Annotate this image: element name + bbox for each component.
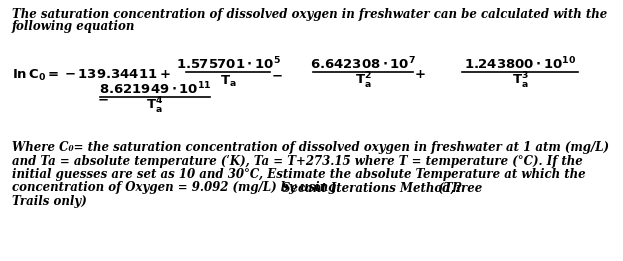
- Text: $\mathbf{In\,C_0 = -139.34411 +}$: $\mathbf{In\,C_0 = -139.34411 +}$: [12, 67, 171, 82]
- Text: $\mathbf{-}$: $\mathbf{-}$: [97, 92, 109, 105]
- Text: Secant Iterations Method,?: Secant Iterations Method,?: [282, 181, 462, 194]
- Text: (Three: (Three: [430, 181, 482, 194]
- Text: initial guesses are set as 10 and 30°C, Estimate the absolute Temperature at whi: initial guesses are set as 10 and 30°C, …: [12, 168, 586, 181]
- Text: Where C₀= the saturation concentration of dissolved oxygen in freshwater at 1 at: Where C₀= the saturation concentration o…: [12, 141, 609, 154]
- Text: $\mathbf{6.642308 \cdot 10^7}$: $\mathbf{6.642308 \cdot 10^7}$: [310, 56, 416, 72]
- Text: and Ta = absolute temperature (ʹK), Ta = T+273.15 where T = temperature (°C). If: and Ta = absolute temperature (ʹK), Ta =…: [12, 155, 583, 168]
- Text: concentration of Oxygen = 9.092 (mg/L) by using: concentration of Oxygen = 9.092 (mg/L) b…: [12, 181, 341, 194]
- Text: $\mathbf{T_a^3}$: $\mathbf{T_a^3}$: [511, 71, 528, 91]
- Text: $\mathbf{T_a}$: $\mathbf{T_a}$: [220, 73, 236, 88]
- Text: $\mathbf{1.575701 \cdot 10^5}$: $\mathbf{1.575701 \cdot 10^5}$: [176, 56, 280, 72]
- Text: $\mathbf{T_a^4}$: $\mathbf{T_a^4}$: [146, 96, 164, 116]
- Text: Trails only): Trails only): [12, 195, 87, 208]
- Text: $\mathbf{1.243800 \cdot 10^{10}}$: $\mathbf{1.243800 \cdot 10^{10}}$: [464, 56, 576, 72]
- Text: $\mathbf{8.621949 \cdot 10^{11}}$: $\mathbf{8.621949 \cdot 10^{11}}$: [98, 81, 211, 97]
- Text: $\mathbf{+}$: $\mathbf{+}$: [414, 68, 426, 81]
- Text: following equation: following equation: [12, 20, 135, 33]
- Text: $\mathbf{T_a^2}$: $\mathbf{T_a^2}$: [354, 71, 371, 91]
- Text: $\mathbf{-}$: $\mathbf{-}$: [271, 68, 283, 81]
- Text: The saturation concentration of dissolved oxygen in freshwater can be calculated: The saturation concentration of dissolve…: [12, 8, 607, 21]
